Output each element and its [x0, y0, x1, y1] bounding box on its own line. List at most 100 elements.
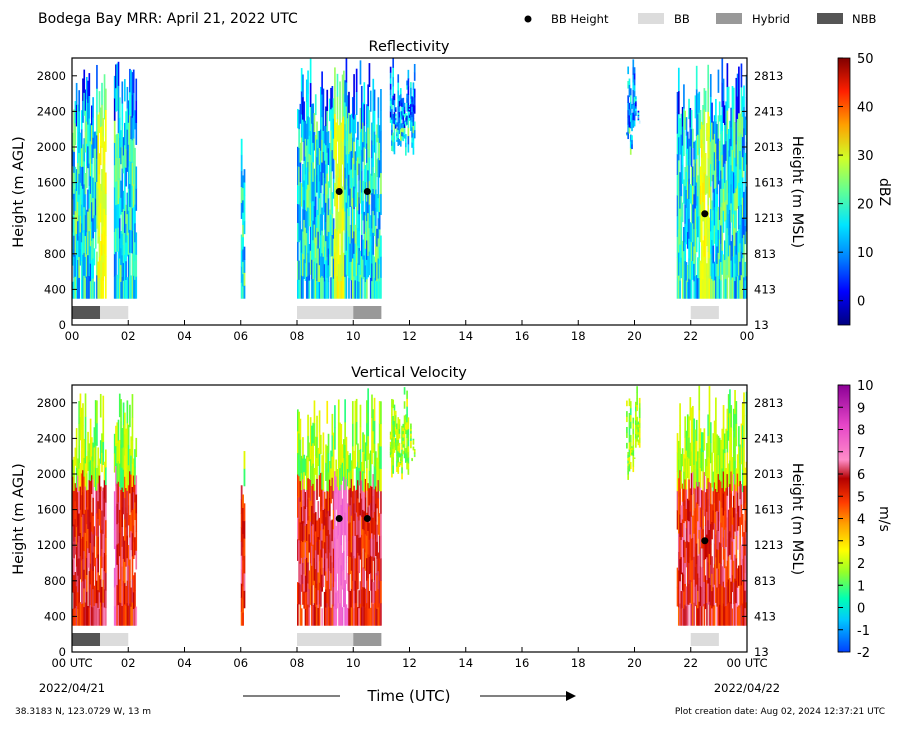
radar-cell	[635, 99, 637, 102]
radar-cell	[410, 438, 412, 441]
radar-cell	[135, 254, 137, 276]
radar-cell	[414, 130, 416, 139]
colorbar-tick-label: 50	[857, 52, 874, 67]
bb-height-point	[336, 515, 343, 522]
radar-cell	[105, 537, 107, 555]
radar-cell	[380, 110, 382, 131]
start-date-label: 2022/04/21	[39, 681, 105, 695]
radar-cell	[339, 103, 341, 125]
radar-cell	[105, 89, 107, 110]
radar-cell	[630, 421, 632, 428]
radar-cell	[374, 110, 376, 131]
radar-cell	[632, 428, 634, 434]
radar-cell	[127, 400, 129, 423]
radar-cell	[297, 241, 299, 260]
radar-cell	[105, 502, 107, 520]
x-tick-label: 22	[683, 656, 698, 670]
x-tick-label: 04	[177, 329, 192, 343]
y-tick-label: 1600	[37, 176, 66, 190]
radar-cell	[244, 169, 246, 182]
radar-cell	[635, 113, 637, 116]
colorbar-tick-label: 7	[857, 446, 865, 461]
radar-cell	[343, 551, 345, 570]
colorbar-tick-label: 0	[857, 602, 865, 617]
radar-cell	[390, 89, 392, 95]
radar-cell	[380, 236, 382, 257]
radar-cell	[632, 59, 634, 67]
radar-cell	[390, 83, 392, 89]
radar-cell	[94, 248, 96, 265]
y-tick-label: 400	[44, 609, 66, 623]
radar-cell	[399, 419, 401, 424]
radar-cell	[380, 89, 382, 110]
radar-cell	[316, 479, 318, 500]
radar-cell	[698, 386, 700, 410]
radar-cell	[135, 607, 137, 626]
radar-cell	[631, 135, 633, 140]
radar-cell	[105, 172, 107, 193]
radar-cell	[314, 113, 316, 132]
radar-cell	[404, 103, 406, 107]
radar-cell	[705, 153, 707, 174]
radar-cell	[134, 148, 136, 167]
radar-cell	[632, 418, 634, 424]
x-tick-label: 02	[121, 329, 136, 343]
y-tick-label: 1200	[37, 211, 66, 225]
colorbar-tick-label: 8	[857, 424, 865, 439]
radar-cell	[683, 132, 685, 156]
radar-cell	[334, 427, 336, 449]
radar-cell	[244, 521, 246, 539]
radar-cell	[374, 398, 376, 421]
radar-cell	[307, 415, 309, 436]
radar-cell	[105, 131, 107, 152]
radar-cell	[392, 465, 394, 474]
bb-type-segment	[72, 306, 100, 319]
velocity-colorbar-label: m/s	[876, 506, 892, 532]
radar-cell	[363, 82, 365, 104]
radar-cell	[360, 405, 362, 427]
radar-cell	[679, 280, 681, 298]
x-tick-label: 06	[233, 656, 248, 670]
radar-cell	[636, 405, 638, 412]
radar-cell	[414, 97, 416, 106]
radar-cell	[121, 81, 123, 103]
radar-cell	[408, 463, 410, 469]
radar-cell	[638, 118, 640, 119]
radar-cell	[100, 146, 102, 165]
radar-cell	[405, 134, 407, 139]
radar-cell	[738, 67, 740, 91]
radar-cell	[135, 532, 137, 551]
radar-cell	[135, 166, 137, 188]
x-tick-label: 06	[233, 329, 248, 343]
radar-cell	[738, 90, 740, 114]
radar-cell	[704, 109, 706, 130]
radar-cell	[97, 133, 99, 152]
radar-cell	[358, 214, 360, 231]
radar-cell	[346, 274, 348, 298]
radar-cell	[348, 574, 350, 591]
radar-cell	[380, 424, 382, 447]
radar-cell	[414, 122, 416, 131]
bb-type-segment	[100, 633, 128, 646]
colorbar-tick-label: 1	[857, 579, 865, 594]
reflectivity-bb-type-bar	[72, 306, 719, 319]
radar-cell	[390, 67, 392, 73]
radar-cell	[635, 96, 637, 99]
legend-bb-height-marker	[525, 16, 532, 23]
radar-cell	[720, 280, 722, 299]
radar-cell	[105, 214, 107, 235]
radar-cell	[702, 452, 704, 472]
radar-cell	[86, 473, 88, 490]
radar-cell	[242, 612, 244, 625]
radar-cell	[410, 441, 412, 444]
radar-cell	[380, 558, 382, 581]
radar-cell	[315, 94, 317, 115]
radar-cell	[413, 147, 415, 155]
radar-cell	[335, 576, 337, 593]
radar-cell	[374, 90, 376, 111]
y-right-tick-label: 2413	[754, 431, 783, 445]
radar-cell	[639, 442, 641, 447]
radar-cell	[360, 60, 362, 84]
radar-cell	[105, 520, 107, 538]
